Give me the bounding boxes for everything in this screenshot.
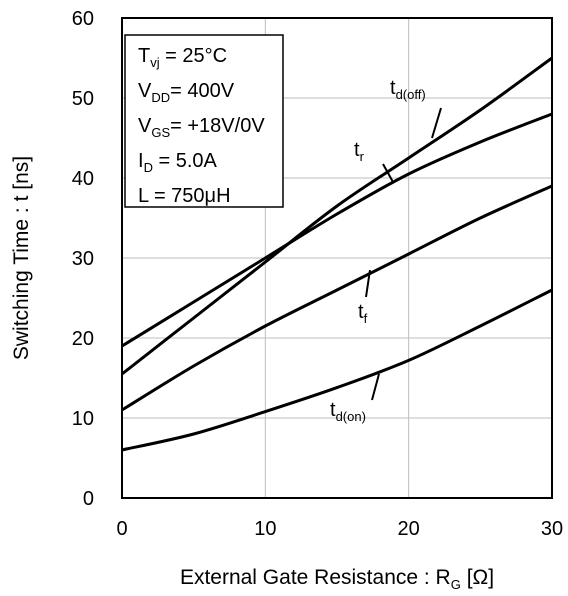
leader-line xyxy=(371,373,380,401)
series-label: tr xyxy=(354,139,365,164)
x-axis-label: External Gate Resistance : RG [Ω] xyxy=(180,566,494,592)
series-line-doff xyxy=(121,56,553,376)
y-tick-label: 50 xyxy=(72,88,94,110)
series-label: td(on) xyxy=(330,399,366,424)
plot-frame xyxy=(121,17,553,499)
curve-labels: td(off) tr tf td(on) xyxy=(330,77,442,424)
y-tick-label: 30 xyxy=(72,248,94,270)
y-tick-label: 60 xyxy=(72,8,94,30)
x-tick-label: 30 xyxy=(541,518,563,540)
series-line-f xyxy=(121,184,553,412)
condition-line: L = 750μH xyxy=(138,185,231,207)
condition-line: VDD= 400V xyxy=(138,80,235,105)
y-tick-label: 40 xyxy=(72,168,94,190)
series-line-r xyxy=(121,112,553,348)
series-label: td(off) xyxy=(390,77,426,102)
y-axis-label: Switching Time : t [ns] xyxy=(10,156,33,360)
x-tick-label: 0 xyxy=(116,518,127,540)
condition-line: VGS= +18V/0V xyxy=(138,115,265,140)
curves xyxy=(121,56,553,452)
series-label: tf xyxy=(358,301,368,326)
condition-line: Tvj = 25°C xyxy=(138,45,227,70)
series-line-don xyxy=(121,288,553,452)
leader-line xyxy=(382,163,394,183)
x-tick-label: 10 xyxy=(254,518,276,540)
conditions-text: Tvj = 25°C VDD= 400V VGS= +18V/0V ID = 5.0A… xyxy=(138,45,265,207)
y-tick-label: 10 xyxy=(72,408,94,430)
x-axis-label-main: External Gate Resistance : R xyxy=(180,566,451,589)
leader-line xyxy=(431,107,442,139)
leader-line xyxy=(365,269,371,298)
y-tick-labels: 0 10 20 30 40 50 60 xyxy=(72,8,94,510)
x-axis-label-sub: G xyxy=(451,577,461,592)
conditions-box xyxy=(124,34,284,208)
y-tick-label: 0 xyxy=(83,488,94,510)
condition-line: ID = 5.0A xyxy=(138,150,218,175)
y-tick-label: 20 xyxy=(72,328,94,350)
x-axis-label-unit: [Ω] xyxy=(461,566,494,589)
x-tick-labels: 0 10 20 30 xyxy=(116,518,563,540)
x-tick-label: 20 xyxy=(398,518,420,540)
